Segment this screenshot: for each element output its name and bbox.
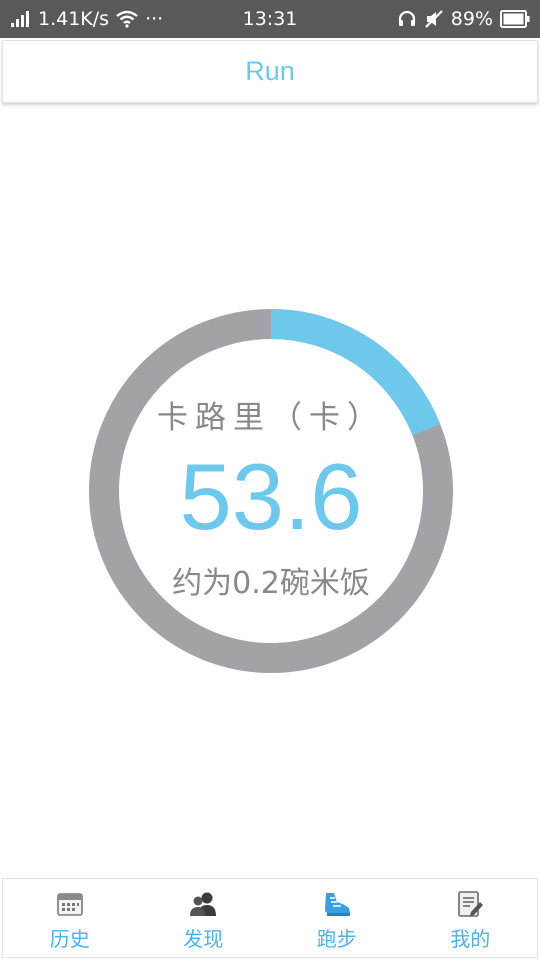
nav-label-discover: 发现 [183, 927, 224, 951]
shoe-icon [322, 889, 352, 919]
ring-progress [89, 309, 453, 673]
app-header: Run [2, 40, 538, 103]
nav-label-me: 我的 [450, 927, 491, 951]
calorie-label: 卡路里（卡） [157, 400, 385, 436]
bottom-nav: 历史 发现 跑步 [2, 878, 538, 958]
signal-icon [10, 10, 32, 28]
battery-level: 89% [450, 8, 493, 30]
nav-item-me[interactable]: 我的 [404, 879, 538, 957]
calorie-ring-graphic [89, 309, 453, 673]
page-title: Run [245, 56, 295, 86]
nav-label-history: 历史 [49, 927, 90, 951]
nav-item-discover[interactable]: 发现 [137, 879, 271, 957]
calendar-icon [55, 889, 85, 919]
status-bar-center: 13:31 [0, 0, 540, 38]
battery-icon [500, 10, 530, 28]
nav-label-run: 跑步 [316, 927, 357, 951]
mute-icon [424, 9, 444, 29]
profile-notes-icon [455, 889, 485, 919]
wifi-icon [115, 10, 139, 28]
network-speed: 1.41K/s [38, 8, 110, 30]
clock: 13:31 [242, 8, 298, 30]
status-bar-left: 1.41K/s ··· [10, 0, 163, 38]
users-icon [188, 889, 218, 919]
status-bar: 1.41K/s ··· 13:31 89% [0, 0, 540, 38]
status-bar-right: 89% [397, 0, 530, 38]
nav-item-history[interactable]: 历史 [3, 879, 137, 957]
headset-icon [397, 9, 417, 29]
more-indicator: ··· [145, 8, 164, 30]
calorie-equivalent: 约为0.2碗米饭 [172, 566, 370, 601]
calorie-value: 53.6 [179, 444, 363, 549]
calorie-ring: 卡路里（卡） 53.6 约为0.2碗米饭 [88, 308, 454, 674]
nav-item-run[interactable]: 跑步 [270, 879, 404, 957]
